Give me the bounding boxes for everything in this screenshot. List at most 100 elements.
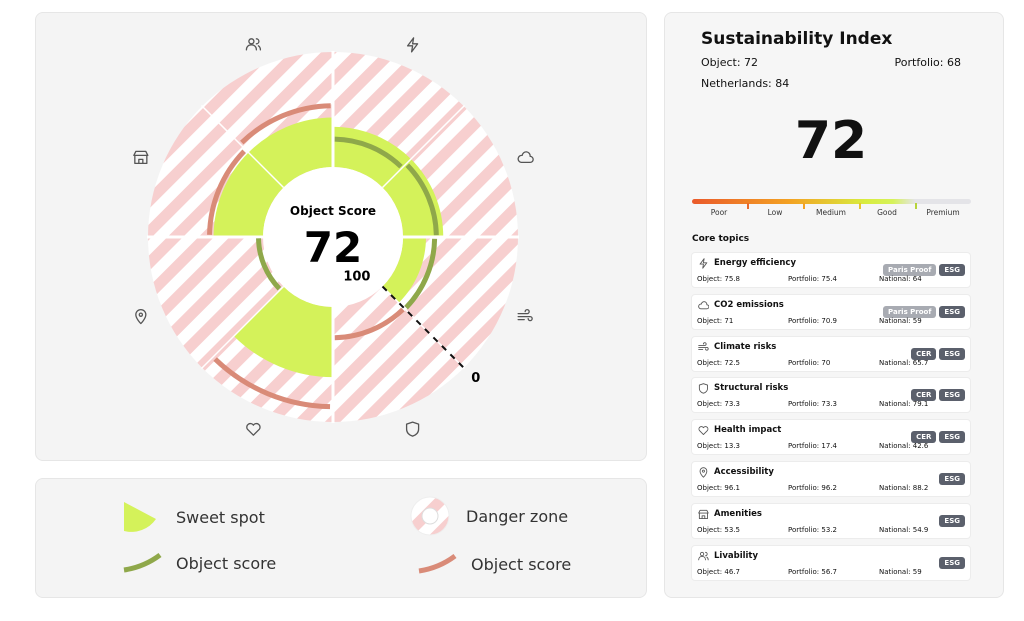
topic-name: Health impact: [714, 425, 782, 436]
core-topics-heading: Core topics: [692, 234, 750, 244]
tag: ESG: [939, 431, 965, 444]
chart: 100 0 Object Score 72 Sweet spot Danger zone O…: [123, 37, 571, 574]
tag: Paris Proof: [883, 264, 937, 276]
topic-icon: [699, 467, 708, 478]
topic-portfolio: Portfolio: 53.2: [788, 526, 837, 534]
topic-tags: ESG: [936, 550, 965, 569]
topic-national: National: 59: [879, 568, 922, 576]
icon-stroke: [135, 309, 147, 325]
label: Object:: [697, 275, 723, 283]
topic-object: Object: 71: [697, 317, 733, 325]
topic-icon: [135, 309, 147, 325]
label: National:: [879, 567, 911, 576]
object-score-arc: [334, 136, 403, 169]
value: 64: [912, 275, 922, 283]
label: Netherlands:: [701, 77, 772, 90]
topic-icon: [699, 258, 708, 269]
topic-tags: CER ESG: [908, 382, 965, 402]
value: 70: [821, 358, 831, 367]
tag: CER: [911, 431, 937, 444]
topic-tags: CER ESG: [908, 341, 965, 360]
value: 96.2: [821, 484, 837, 492]
scale-marker: [747, 203, 749, 209]
topic-name: Climate risks: [714, 341, 777, 352]
legend-label: Danger zone: [466, 507, 568, 526]
topic-name: CO2 emissions: [714, 299, 784, 310]
topic-icon: [517, 308, 533, 322]
sweet-spot: [213, 152, 284, 237]
icon-stroke: [706, 556, 709, 560]
tag: Paris Proof: [883, 305, 937, 318]
value: 71: [724, 316, 734, 325]
icon-stroke: [698, 346, 709, 351]
icon-stroke: [698, 341, 707, 346]
object-score-arc: [256, 238, 282, 291]
topic-object: Object: 75.8: [697, 275, 740, 283]
icon-stroke: [246, 422, 261, 436]
label: National:: [879, 484, 911, 492]
scale-level: Premium: [926, 208, 960, 217]
label: Portfolio:: [788, 525, 820, 534]
topic-portfolio: Portfolio: 17.4: [788, 442, 837, 450]
label: Object:: [697, 567, 723, 576]
index-score: 72: [794, 111, 868, 171]
scale-level: Poor: [710, 208, 728, 217]
icon-stroke: [406, 37, 419, 53]
topic-icon: [405, 421, 420, 437]
sweet-spot: [233, 286, 333, 378]
topic-name: Amenities: [714, 508, 762, 519]
object-score-arc: [334, 307, 405, 341]
value: 65.7: [912, 358, 929, 367]
radial-tick-label: 0: [471, 371, 480, 386]
center-value: 72: [304, 223, 362, 272]
topic-national: National: 88.2: [879, 484, 928, 492]
value: 13.3: [724, 442, 740, 451]
icon-stroke: [248, 38, 255, 45]
value: 75.4: [821, 275, 837, 283]
topic-object: Object: 96.1: [697, 484, 740, 492]
topic-icon: [245, 38, 262, 51]
topic-portfolio: Portfolio: 56.7: [788, 568, 837, 576]
label: National:: [879, 442, 911, 451]
topic-portfolio: Portfolio: 73.3: [788, 400, 837, 408]
label: Portfolio:: [894, 56, 944, 69]
topic-national: National: 65.7: [879, 359, 928, 367]
sweet-spot: [382, 159, 444, 237]
scale-marker: [859, 203, 861, 209]
object-score-arc: [240, 103, 331, 145]
value: 73.3: [724, 400, 740, 409]
icon-stroke: [699, 467, 708, 478]
sector-divider: [200, 104, 285, 189]
value: 79.1: [912, 400, 929, 409]
topic-national: National: 79.1: [879, 400, 928, 408]
label: Portfolio:: [788, 400, 820, 409]
value: 59: [912, 567, 922, 576]
legend-swatch-hole: [421, 507, 439, 525]
icon-stroke: [698, 383, 708, 395]
label: Object:: [697, 442, 723, 451]
icon-stroke: [699, 258, 708, 269]
icon-stroke: [517, 315, 533, 322]
topic-object: Object: 13.3: [697, 442, 740, 450]
label: Portfolio:: [788, 484, 820, 492]
topic-tags: Paris Proof ESG: [880, 299, 965, 318]
topic-icon: [698, 301, 709, 310]
topic-icon: [698, 383, 708, 395]
label: Portfolio:: [788, 316, 820, 325]
legend-swatch: [418, 553, 457, 574]
icon-stroke: [517, 151, 534, 164]
topic-icon: [517, 151, 534, 164]
label: Object:: [701, 56, 741, 69]
topic-portfolio: Portfolio: 70: [788, 359, 830, 367]
label: National:: [879, 316, 911, 325]
sector-divider: [381, 104, 466, 189]
sweet-spot: [248, 117, 333, 188]
label: Object:: [697, 358, 723, 367]
topic-row: Climate risks CER ESG Object: 72.5 Portfolio…: [691, 335, 971, 372]
center-label: Object Score: [290, 204, 376, 218]
label: Portfolio:: [788, 275, 820, 283]
portfolio-summary: Portfolio: 68: [895, 56, 961, 69]
topic-icon: [698, 509, 709, 519]
tag: ESG: [939, 556, 965, 569]
icon-stroke: [405, 421, 420, 437]
